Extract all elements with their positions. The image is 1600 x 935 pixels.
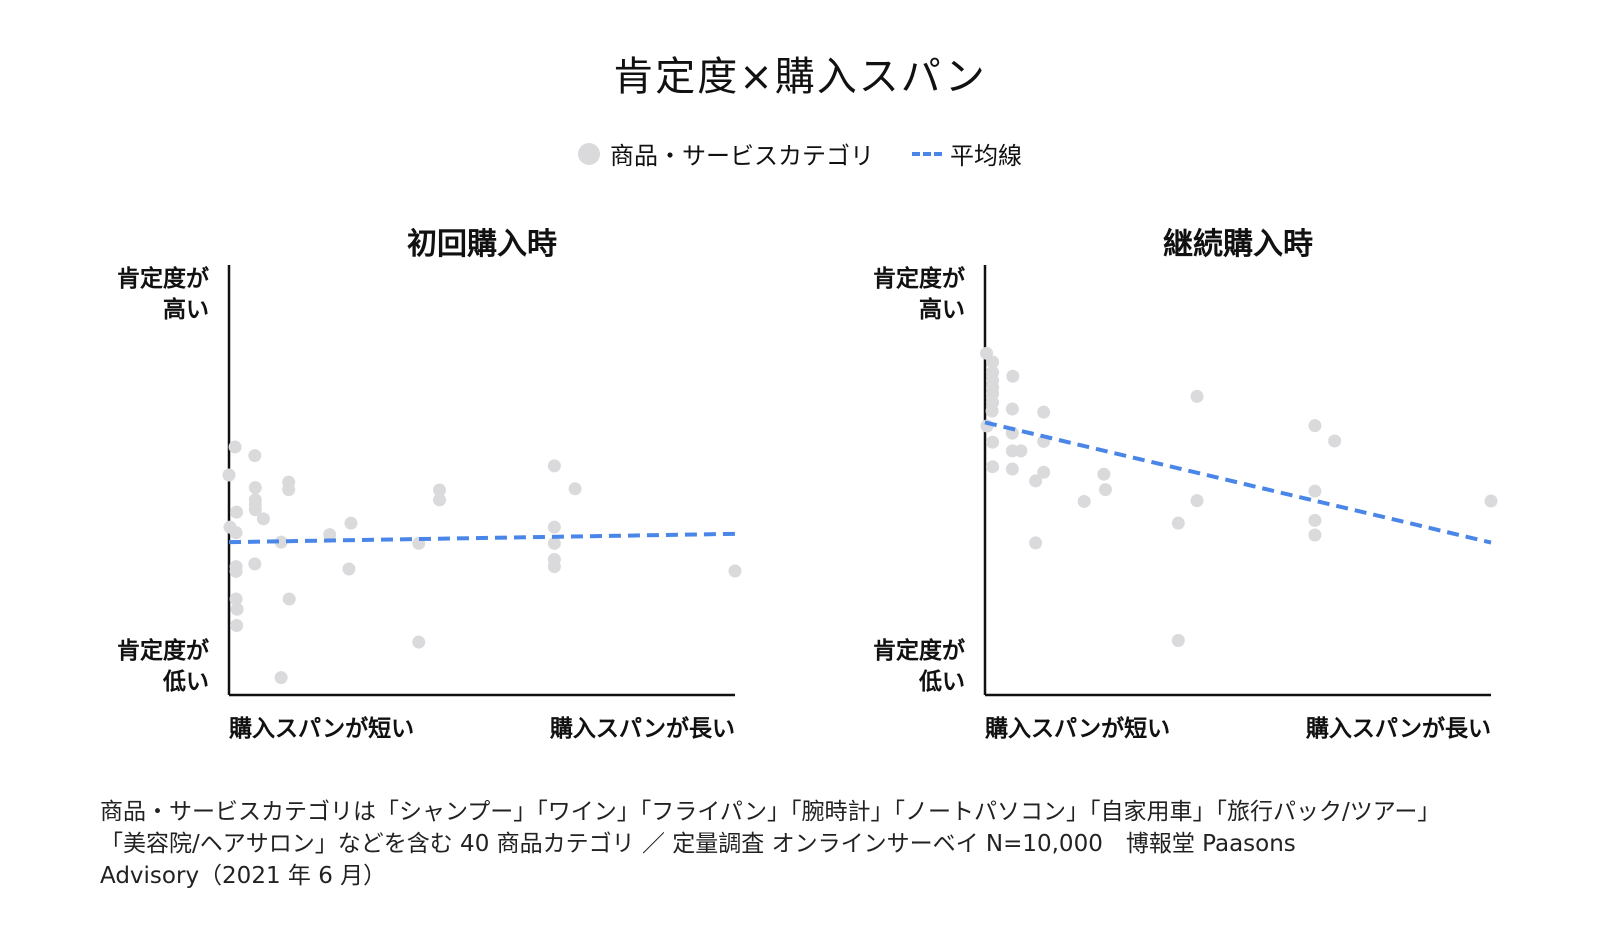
repeat-chart-title: 継続購入時: [1163, 227, 1313, 262]
repeat-data-point: [1037, 405, 1051, 419]
repeat-data-point: [1308, 528, 1322, 542]
repeat-data-point: [1005, 402, 1019, 416]
repeat-data-point: [1098, 483, 1112, 497]
first-data-point: [222, 468, 236, 482]
repeat-y-label-low: 肯定度が: [873, 637, 965, 664]
legend-item-category: 商品・サービスカテゴリ: [578, 136, 874, 171]
first-data-point: [229, 526, 243, 540]
legend-category-label: 商品・サービスカテゴリ: [610, 142, 874, 170]
legend-point-marker: [578, 142, 600, 165]
repeat-data-point: [986, 435, 1000, 449]
repeat-data-point: [1328, 434, 1342, 448]
repeat-x-label-short: 購入スパンが短い: [985, 715, 1170, 742]
first-data-point: [432, 493, 446, 507]
repeat-data-point: [1005, 462, 1019, 476]
legend-average-line-marker: [912, 151, 942, 156]
repeat-y-label-low: 低い: [918, 669, 965, 695]
first-data-point: [547, 536, 561, 550]
first-data-point: [728, 564, 742, 578]
first-average-line: [228, 531, 736, 545]
first-data-point: [412, 635, 426, 649]
first-data-point: [248, 449, 262, 463]
legend-average-label: 平均線: [950, 142, 1022, 170]
first-data-point: [274, 535, 288, 549]
repeat-data-point: [986, 460, 1000, 474]
footnote-line-2: 「美容院/ヘアサロン」などを含む 40 商品カテゴリ ／ 定量調査 オンラインサ…: [100, 831, 1296, 857]
legend-item-average: 平均線: [874, 136, 1022, 171]
first-data-point: [282, 483, 296, 497]
first-data-point: [248, 503, 262, 517]
first-data-point: [229, 592, 243, 606]
first-data-point: [342, 562, 356, 576]
repeat-data-point: [1006, 369, 1020, 383]
first-data-point: [248, 557, 262, 571]
repeat-data-point: [1037, 465, 1051, 479]
repeat-y-label-high: 高い: [919, 296, 965, 323]
first-chart-title: 初回購入時: [407, 227, 557, 262]
repeat-data-point: [1077, 494, 1091, 508]
repeat-data-point: [1029, 474, 1043, 488]
first-data-point: [547, 520, 561, 534]
first-data-point: [230, 505, 244, 519]
repeat-data-point: [1097, 467, 1111, 481]
first-data-point: [230, 618, 244, 632]
repeat-data-point: [1308, 484, 1322, 498]
repeat-data-point: [1014, 444, 1028, 458]
first-data-point: [248, 481, 262, 495]
first-data-point: [547, 459, 561, 473]
first-data-point: [282, 592, 296, 606]
first-data-point: [432, 483, 446, 497]
first-y-label-high: 肯定度が: [117, 265, 209, 292]
repeat-average-line: [984, 420, 1492, 545]
first-data-point: [256, 512, 270, 526]
first-data-point: [568, 482, 582, 496]
footnote: 商品・サービスカテゴリは「シャンプー」「ワイン」「フライパン」「腕時計」「ノート…: [100, 796, 1520, 892]
repeat-data-point: [1171, 516, 1185, 530]
legend: 商品・サービスカテゴリ 平均線: [0, 136, 1600, 171]
repeat-data-point: [1484, 494, 1498, 508]
first-x-label-short: 購入スパンが短い: [229, 715, 414, 742]
repeat-data-point: [1029, 536, 1043, 550]
repeat-data-point: [1171, 633, 1185, 647]
first-data-point: [547, 560, 561, 574]
repeat-x-label-long: 購入スパンが長い: [1306, 715, 1491, 742]
repeat-y-label-high: 肯定度が: [873, 265, 965, 292]
repeat-data-point: [985, 404, 999, 418]
first-data-point: [344, 516, 358, 530]
first-y-label-low: 肯定度が: [117, 637, 209, 664]
repeat-data-point: [986, 355, 1000, 369]
repeat-data-point: [1190, 389, 1204, 403]
page-title: 肯定度×購入スパン: [613, 54, 987, 100]
first-x-label-long: 購入スパンが長い: [550, 715, 735, 742]
footnote-line-1: 商品・サービスカテゴリは「シャンプー」「ワイン」「フライパン」「腕時計」「ノート…: [100, 799, 1441, 825]
first-y-label-high: 高い: [163, 296, 209, 323]
first-data-point: [230, 602, 244, 616]
first-y-label-low: 低い: [162, 669, 209, 695]
first-data-point: [228, 440, 242, 454]
repeat-data-point: [1308, 419, 1322, 433]
footnote-line-3: Advisory（2021 年 6 月）: [100, 863, 387, 889]
repeat-data-point: [1308, 513, 1322, 527]
first-data-point: [229, 560, 243, 574]
first-data-point: [323, 528, 337, 542]
first-data-point: [274, 671, 288, 685]
repeat-data-point: [1190, 494, 1204, 508]
